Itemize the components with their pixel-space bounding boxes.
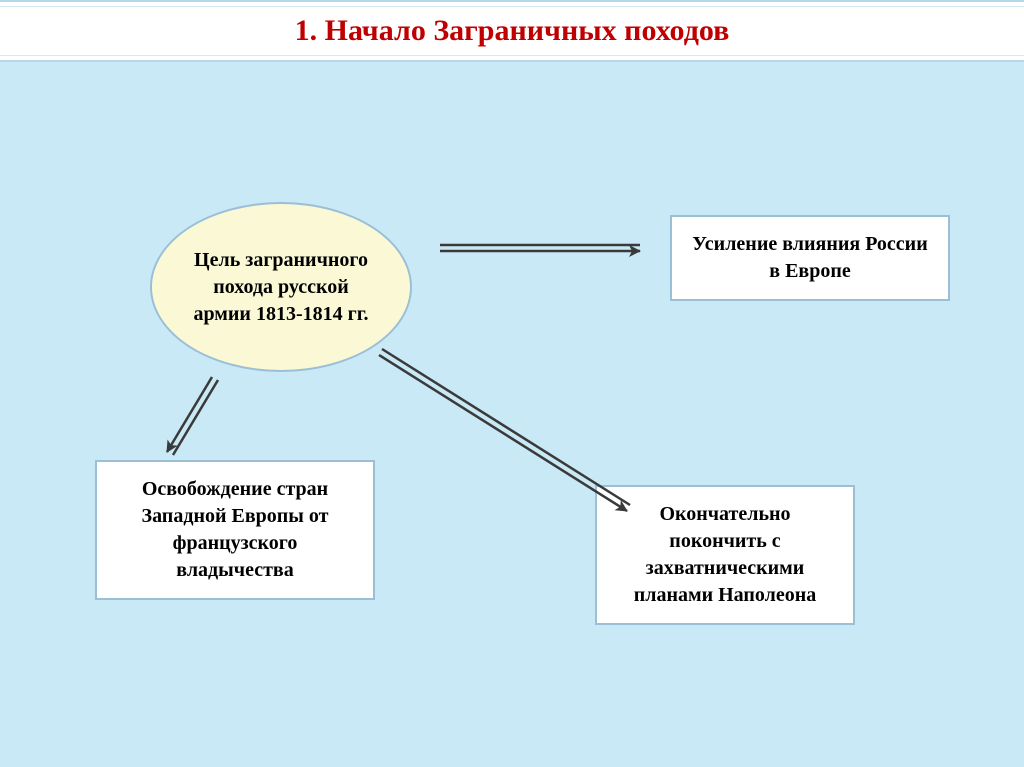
- node-right-text: Усиление влияния России в Европе: [692, 233, 927, 282]
- node-bottom-left: Освобождение стран Западной Европы от фр…: [95, 460, 375, 600]
- title-bar: 1. Начало Заграничных походов: [0, 0, 1024, 62]
- node-center: Цель заграничного похода русской армии 1…: [150, 202, 412, 372]
- page-title: 1. Начало Заграничных походов: [0, 14, 1024, 48]
- arrows: [0, 60, 1024, 767]
- node-right: Усиление влияния России в Европе: [670, 215, 950, 301]
- node-bottom-left-text: Освобождение стран Западной Европы от фр…: [142, 478, 329, 581]
- node-bottom-right: Окончательно покончить с захватническими…: [595, 485, 855, 625]
- diagram-canvas: Цель заграничного похода русской армии 1…: [0, 60, 1024, 767]
- node-center-text: Цель заграничного похода русской армии 1…: [182, 247, 380, 328]
- node-bottom-right-text: Окончательно покончить с захватническими…: [634, 503, 817, 606]
